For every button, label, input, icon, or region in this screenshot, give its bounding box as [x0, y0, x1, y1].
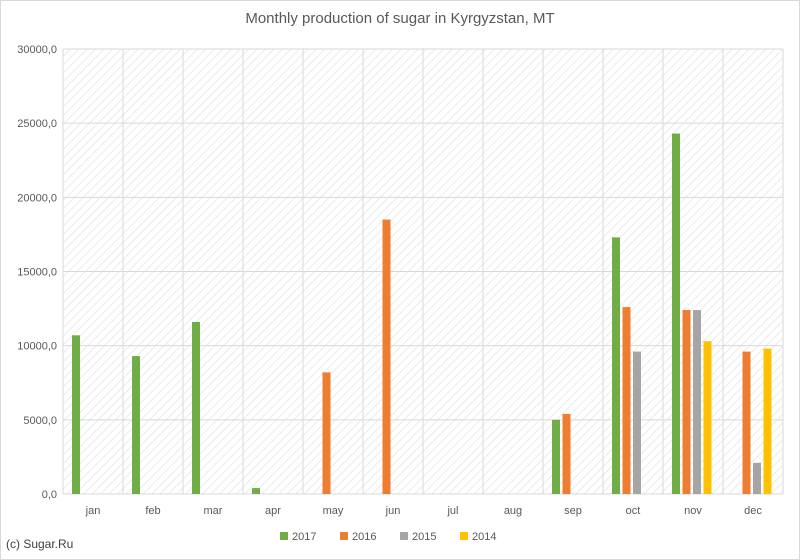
legend-label-2016: 2016: [352, 531, 376, 543]
bar-2017-sep: [552, 419, 560, 494]
bar-2017-mar: [192, 321, 200, 494]
legend-swatch-2014: [460, 532, 468, 540]
y-tick-label: 10000,0: [17, 341, 57, 353]
bar-2014-nov: [703, 341, 712, 494]
legend-label-2014: 2014: [472, 531, 496, 543]
x-tick-label: sep: [564, 505, 582, 517]
x-tick-label: jan: [85, 505, 101, 517]
bar-2016-jun: [382, 219, 391, 495]
bar-2017-oct: [612, 237, 620, 494]
bar-2016-sep: [562, 413, 571, 494]
bar-2017-apr: [252, 488, 260, 494]
y-tick-label: 25000,0: [17, 118, 57, 130]
legend-swatch-2016: [340, 532, 348, 540]
bar-2016-may: [322, 372, 331, 494]
x-tick-label: feb: [145, 505, 160, 517]
x-tick-label: aug: [504, 505, 522, 517]
x-tick-label: apr: [265, 505, 281, 517]
legend-label-2017: 2017: [292, 531, 316, 543]
bar-2016-dec: [742, 351, 751, 494]
bar-2015-dec: [753, 462, 761, 494]
bar-2016-oct: [622, 307, 631, 494]
bar-2014-dec: [763, 348, 772, 494]
bar-2017-feb: [132, 356, 140, 494]
x-tick-label: jun: [385, 505, 401, 517]
x-tick-label: mar: [204, 505, 223, 517]
x-tick-label: oct: [626, 505, 641, 517]
x-tick-label: nov: [684, 505, 702, 517]
bar-2015-nov: [693, 310, 701, 494]
bar-2017-nov: [672, 133, 680, 495]
x-tick-label: jul: [446, 505, 458, 517]
y-tick-label: 20000,0: [17, 192, 57, 204]
y-tick-label: 15000,0: [17, 267, 57, 279]
x-tick-label: may: [323, 505, 344, 517]
bar-2017-jan: [72, 335, 80, 494]
copyright-credit: (c) Sugar.Ru: [6, 537, 74, 551]
y-tick-label: 30000,0: [17, 44, 57, 56]
bar-2015-oct: [633, 351, 641, 494]
legend-swatch-2015: [400, 532, 408, 540]
y-tick-label: 5000,0: [23, 415, 57, 427]
legend-swatch-2017: [280, 532, 288, 540]
y-tick-label: 0,0: [42, 489, 57, 501]
legend-label-2015: 2015: [412, 531, 436, 543]
x-tick-label: dec: [744, 505, 762, 517]
chart-title: Monthly production of sugar in Kyrgyzsta…: [245, 10, 555, 27]
bar-2016-nov: [682, 310, 691, 494]
